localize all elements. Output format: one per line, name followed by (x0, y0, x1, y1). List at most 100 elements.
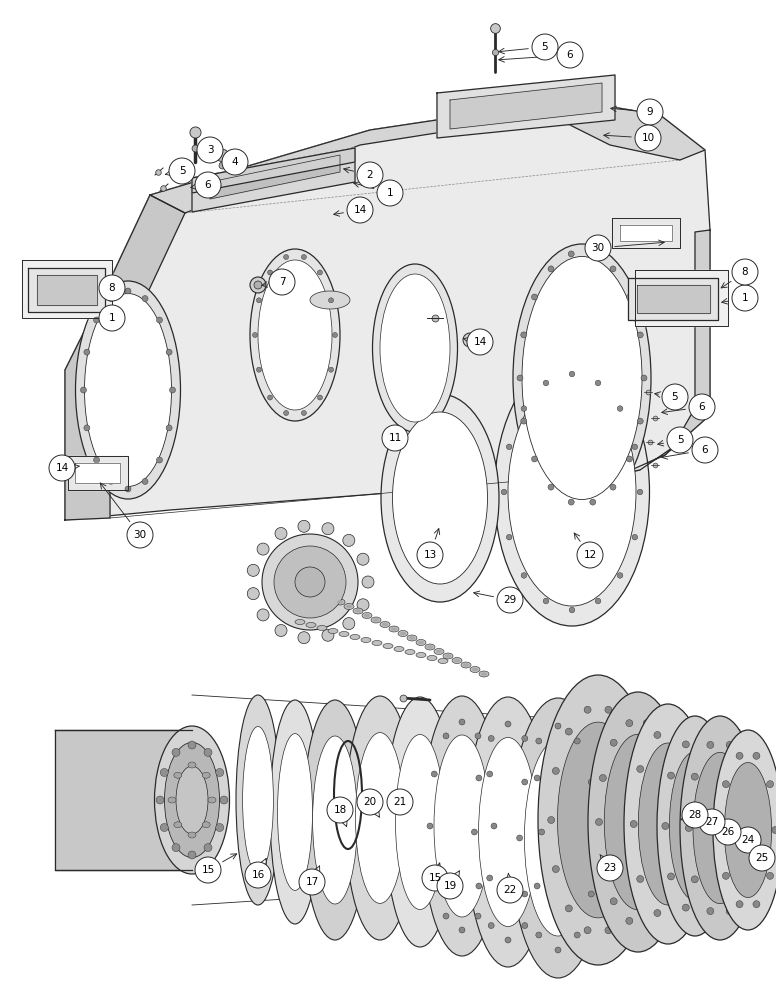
Circle shape (610, 484, 616, 490)
Circle shape (275, 624, 287, 636)
Circle shape (268, 270, 272, 275)
Circle shape (299, 869, 325, 895)
Circle shape (675, 731, 682, 738)
Ellipse shape (385, 697, 455, 947)
Circle shape (772, 826, 776, 834)
Ellipse shape (538, 675, 658, 965)
Text: 14: 14 (55, 463, 68, 473)
Circle shape (539, 829, 545, 835)
Ellipse shape (557, 722, 639, 918)
Ellipse shape (355, 733, 404, 903)
Ellipse shape (463, 663, 469, 667)
Circle shape (689, 394, 715, 420)
Circle shape (701, 741, 708, 748)
Circle shape (188, 851, 196, 859)
Circle shape (431, 771, 438, 777)
Circle shape (195, 857, 221, 883)
Circle shape (736, 901, 743, 908)
Text: 30: 30 (591, 243, 605, 253)
Circle shape (735, 827, 761, 853)
Ellipse shape (481, 672, 487, 676)
Ellipse shape (434, 735, 490, 917)
Circle shape (157, 317, 162, 323)
Circle shape (467, 329, 493, 355)
Ellipse shape (436, 650, 442, 653)
Circle shape (535, 738, 542, 744)
Ellipse shape (398, 631, 408, 637)
Text: 22: 22 (504, 885, 517, 895)
Circle shape (722, 872, 729, 879)
Ellipse shape (434, 648, 444, 654)
Circle shape (588, 891, 594, 897)
Circle shape (570, 371, 575, 377)
Circle shape (682, 741, 689, 748)
Ellipse shape (202, 772, 210, 778)
Circle shape (220, 796, 228, 804)
Circle shape (431, 875, 438, 881)
Ellipse shape (680, 716, 760, 940)
Circle shape (169, 158, 195, 184)
Circle shape (637, 876, 644, 883)
Ellipse shape (361, 638, 371, 643)
Circle shape (475, 913, 481, 919)
Circle shape (347, 197, 373, 223)
Polygon shape (635, 270, 728, 326)
Circle shape (437, 873, 463, 899)
Circle shape (248, 588, 259, 600)
Text: 3: 3 (206, 145, 213, 155)
Circle shape (322, 629, 334, 641)
Circle shape (659, 739, 666, 746)
Ellipse shape (422, 696, 502, 956)
Circle shape (635, 125, 661, 151)
Circle shape (732, 285, 758, 311)
Ellipse shape (373, 618, 379, 622)
Circle shape (417, 542, 443, 568)
Circle shape (156, 796, 164, 804)
Ellipse shape (372, 641, 382, 646)
Circle shape (630, 820, 637, 828)
Circle shape (248, 564, 259, 576)
Circle shape (605, 706, 612, 713)
Circle shape (692, 876, 699, 883)
Circle shape (343, 618, 355, 630)
Circle shape (81, 387, 86, 393)
Text: 8: 8 (109, 283, 116, 293)
Polygon shape (450, 83, 602, 129)
Circle shape (568, 251, 574, 257)
Ellipse shape (427, 656, 437, 660)
Ellipse shape (472, 668, 478, 671)
Text: 28: 28 (688, 810, 702, 820)
Ellipse shape (657, 716, 733, 936)
Circle shape (301, 255, 307, 260)
Ellipse shape (174, 822, 182, 828)
Circle shape (172, 844, 180, 852)
Polygon shape (55, 730, 192, 870)
Ellipse shape (188, 762, 196, 768)
Circle shape (553, 866, 559, 873)
Circle shape (625, 720, 632, 727)
Circle shape (195, 172, 221, 198)
Circle shape (521, 891, 528, 897)
Text: 15: 15 (202, 865, 215, 875)
Circle shape (84, 349, 90, 355)
Circle shape (682, 904, 689, 911)
Circle shape (274, 546, 346, 618)
Text: 29: 29 (504, 595, 517, 605)
Circle shape (610, 266, 616, 272)
Circle shape (632, 534, 638, 540)
Polygon shape (628, 278, 718, 320)
Circle shape (254, 281, 262, 289)
Circle shape (670, 862, 677, 869)
Ellipse shape (382, 623, 388, 626)
Circle shape (595, 380, 601, 386)
Ellipse shape (391, 627, 397, 631)
Circle shape (142, 296, 148, 302)
Circle shape (487, 875, 493, 881)
Circle shape (637, 99, 663, 125)
Ellipse shape (400, 632, 406, 635)
Circle shape (487, 771, 493, 777)
Circle shape (726, 741, 733, 748)
Circle shape (590, 499, 596, 505)
Ellipse shape (513, 244, 651, 512)
Circle shape (99, 305, 125, 331)
